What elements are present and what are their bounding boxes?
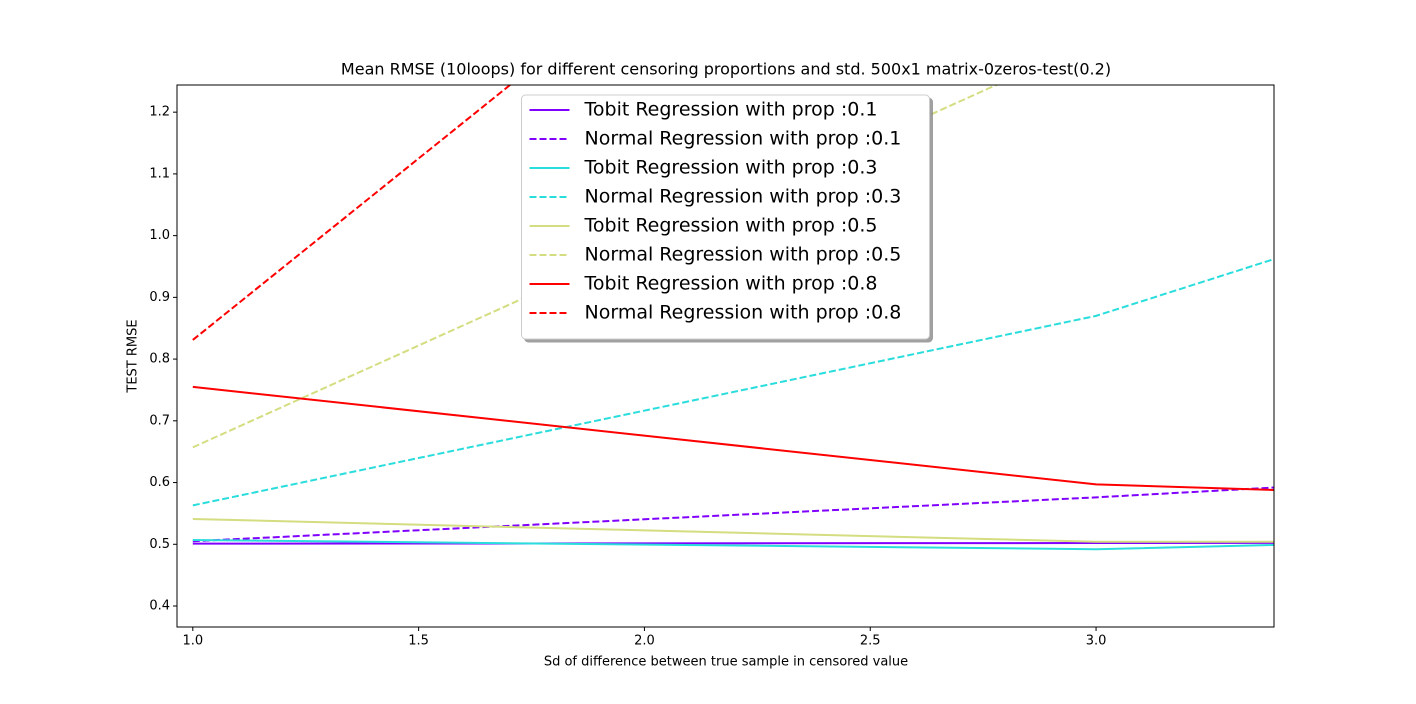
- series-line: [192, 538, 1274, 551]
- legend-box: [521, 94, 930, 340]
- y-axis-label: TEST RMSE: [126, 319, 141, 393]
- y-tick-label: 1.0: [149, 228, 170, 243]
- y-tick-label: 0.8: [149, 352, 170, 367]
- x-tick-label: 2.5: [860, 634, 881, 649]
- series-line: [192, 517, 1274, 543]
- legend-label: Tobit Regression with prop :0.3: [584, 157, 878, 179]
- legend-label: Tobit Regression with prop :0.5: [584, 215, 878, 237]
- plot-frame: [176, 84, 1275, 628]
- x-axis-label: Sd of difference between true sample in …: [544, 655, 908, 670]
- series-line: [192, 85, 512, 341]
- legend-label: Normal Regression with prop :0.8: [585, 302, 902, 324]
- legend-label: Normal Regression with prop :0.1: [585, 128, 902, 150]
- legend-label: Tobit Regression with prop :0.1: [584, 99, 878, 121]
- y-tick-label: 0.5: [149, 537, 170, 552]
- series-line: [192, 258, 1274, 507]
- y-tick-label: 1.2: [149, 105, 170, 120]
- chart-title: Mean RMSE (10loops) for different censor…: [341, 60, 1111, 79]
- legend-label: Normal Regression with prop :0.5: [585, 244, 902, 266]
- plot-lines: [192, 85, 1274, 551]
- y-tick-label: 0.7: [149, 413, 170, 428]
- series-line: [192, 385, 1274, 491]
- x-tick-label: 3.0: [1086, 634, 1107, 649]
- y-tick-label: 0.4: [149, 599, 170, 614]
- y-tick-label: 0.9: [149, 290, 170, 305]
- legend-label: Tobit Regression with prop :0.8: [584, 273, 878, 295]
- x-tick-label: 1.5: [408, 634, 429, 649]
- x-tick-label: 2.0: [634, 634, 655, 649]
- legend: Tobit Regression with prop :0.1 Normal Re…: [521, 94, 930, 340]
- y-tick-label: 1.1: [149, 166, 170, 181]
- legend-label: Normal Regression with prop :0.3: [585, 186, 902, 208]
- series-line: [192, 85, 999, 449]
- y-tick-label: 0.6: [149, 475, 170, 490]
- x-tick-label: 1.0: [182, 634, 203, 649]
